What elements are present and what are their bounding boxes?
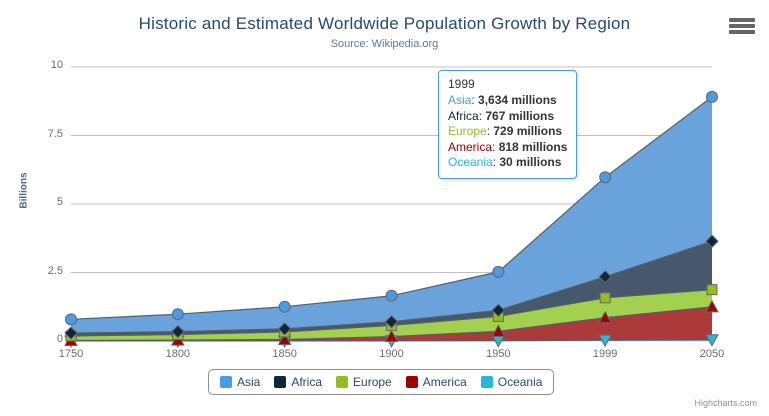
tooltip-row: Africa: 767 millions	[448, 108, 555, 123]
data-point-america	[598, 310, 613, 324]
legend-item-label: Africa	[291, 375, 323, 389]
data-point-asia	[171, 308, 184, 321]
legend-item-label: America	[422, 375, 467, 389]
data-point-europe	[599, 292, 611, 304]
data-point-africa	[171, 324, 185, 339]
legend-item-africa[interactable]: Africa	[274, 375, 322, 389]
x-axis-tick-label: 2050	[699, 348, 725, 360]
data-point-america	[705, 299, 719, 313]
chart-title: Historic and Estimated Worldwide Populat…	[138, 14, 631, 33]
tooltip-series-name: Oceania	[448, 155, 493, 169]
legend-item-europe[interactable]: Europe	[336, 375, 392, 389]
legend-swatch-icon	[480, 376, 493, 388]
data-point-asia	[385, 289, 398, 302]
legend-item-label: Asia	[237, 375, 261, 389]
legend-swatch-icon	[220, 376, 232, 388]
data-point-africa	[491, 303, 506, 318]
data-point-america	[491, 324, 506, 337]
legend-swatch-icon	[274, 376, 287, 388]
area-america	[71, 306, 712, 341]
tooltip-series-value: 30 millions	[499, 155, 562, 169]
data-point-europe	[706, 284, 718, 296]
data-point-africa	[705, 234, 719, 248]
series-areas	[70, 96, 713, 342]
tooltip-series-name: Europe	[448, 124, 487, 138]
data-point-africa	[64, 326, 78, 340]
legend-item-label: Europe	[353, 375, 392, 389]
data-point-asia	[492, 265, 505, 278]
data-point-asia	[65, 313, 77, 326]
data-point-asia	[599, 171, 612, 184]
tooltip-series-name: Africa	[448, 108, 479, 123]
y-axis-tick-label: 7.5	[47, 127, 63, 140]
area-asia	[71, 96, 712, 334]
tooltip-series-name: Asia	[448, 93, 472, 107]
tooltip-series-value: 729 millions	[493, 124, 563, 138]
tooltip-row: Europe: 729 millions	[448, 124, 563, 138]
hamburger-menu-icon[interactable]	[729, 16, 755, 36]
x-axis-tick-label: 1950	[486, 348, 511, 360]
legend-swatch-icon	[336, 376, 349, 388]
data-point-asia	[278, 300, 291, 313]
tooltip-series-value: 767 millions	[485, 108, 555, 123]
legend: Asia Africa Europe America Oceania	[208, 369, 555, 395]
tooltip-rows: Asia: 3,634 millions Africa: 767 millions…	[448, 93, 567, 171]
x-axis-tick-label: 1999	[592, 348, 618, 360]
x-axis-tick-label: 1850	[272, 348, 297, 360]
menu-bar-3	[729, 30, 755, 34]
tooltip-row: Oceania: 30 millions	[448, 155, 562, 169]
data-point-africa	[384, 315, 399, 329]
data-point-oceania	[598, 334, 613, 348]
tooltip: 1999 Asia: 3,634 millions Africa: 767 mil…	[438, 70, 578, 179]
legend-item-asia[interactable]: Asia	[220, 375, 260, 389]
data-point-america	[277, 332, 292, 345]
menu-bar-1	[729, 18, 755, 22]
data-point-africa	[277, 322, 292, 336]
x-axis-tick-label: 1800	[165, 348, 191, 360]
chart-subtitle: Source: Wikipedia.org	[330, 38, 439, 50]
x-axis-tick-label: 1900	[379, 348, 404, 360]
legend-item-oceania[interactable]: Oceania	[480, 375, 543, 389]
tooltip-row: Asia: 3,634 millions	[448, 93, 557, 107]
tooltip-header: 1999	[448, 77, 475, 91]
data-point-oceania	[705, 334, 719, 347]
legend-item-label: Oceania	[497, 375, 543, 389]
tooltip-series-value: 818 millions	[498, 139, 568, 154]
y-axis-tick-label: 5	[56, 196, 63, 208]
legend-item-america[interactable]: America	[405, 375, 467, 389]
series-markers	[64, 90, 719, 348]
y-axis-tick-label: 2.5	[47, 264, 63, 277]
x-axis-tick-label: 1750	[58, 348, 84, 360]
tooltip-row: America: 818 millions	[448, 139, 568, 154]
tooltip-series-value: 3,634 millions	[478, 93, 557, 107]
legend-swatch-icon	[405, 376, 418, 388]
y-axis-tick-label: 0	[56, 333, 63, 345]
tooltip-series-name: America	[448, 139, 493, 154]
menu-bar-2	[729, 24, 755, 28]
data-point-africa	[598, 270, 612, 284]
credits-label[interactable]: Highcharts.com	[694, 398, 757, 408]
area-africa	[71, 241, 712, 336]
data-point-america	[384, 329, 399, 343]
y-axis-tick-label: 10	[50, 59, 63, 71]
data-point-asia	[706, 90, 718, 103]
